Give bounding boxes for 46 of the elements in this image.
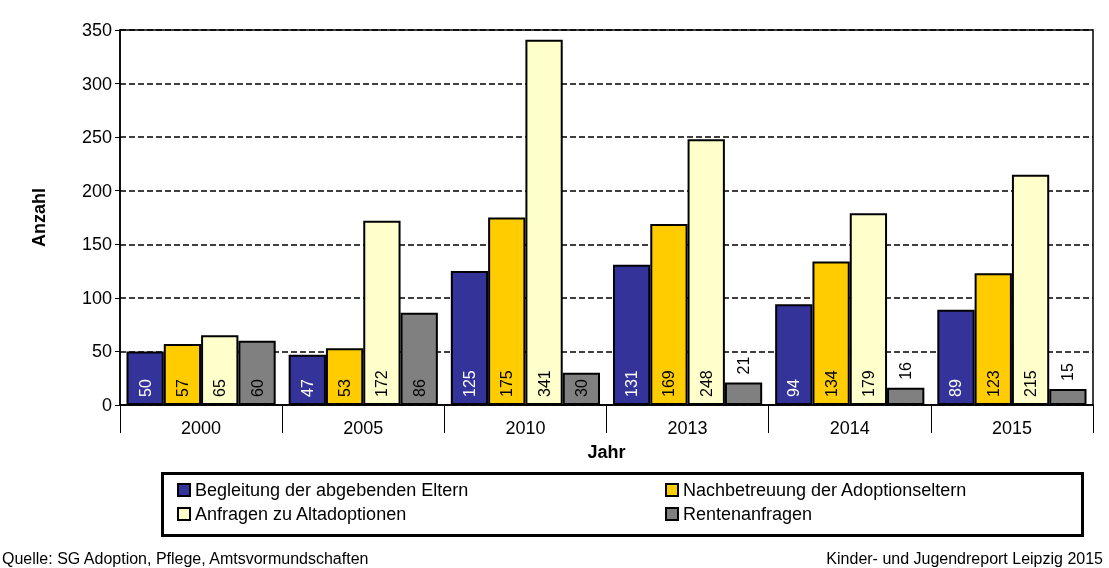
- data-label: 30: [572, 379, 590, 397]
- data-label: 172: [373, 370, 391, 397]
- data-label: 47: [298, 379, 316, 397]
- data-label: 341: [535, 370, 553, 397]
- data-label: 50: [136, 379, 154, 397]
- y-tick-label: 350: [81, 20, 112, 40]
- x-tick-label: 2005: [343, 418, 384, 438]
- data-label: 125: [460, 370, 478, 397]
- x-tick-label: 2015: [991, 418, 1032, 438]
- data-label: 131: [623, 370, 641, 397]
- source-note: Quelle: SG Adoption, Pflege, Amtsvormundschaften: [2, 549, 369, 567]
- x-tick-label: 2010: [505, 418, 546, 438]
- x-tick-label: 2000: [181, 418, 222, 438]
- legend-label: Rentenanfragen: [683, 504, 813, 524]
- data-label: 179: [859, 370, 877, 397]
- y-tick-label: 150: [81, 234, 112, 255]
- data-label: 21: [735, 356, 753, 375]
- legend-label: Begleitung der abgebenden Eltern: [195, 480, 469, 500]
- data-label: 123: [984, 370, 1002, 397]
- y-tick-label: 50: [91, 341, 112, 362]
- data-label: 53: [336, 379, 354, 397]
- y-tick-label: 100: [81, 287, 112, 308]
- x-tick-label: 2014: [829, 418, 870, 438]
- data-label: 60: [248, 379, 266, 397]
- y-tick-label: 0: [101, 395, 112, 415]
- data-label: 215: [1022, 370, 1040, 397]
- data-label: 94: [785, 379, 803, 397]
- legend-label: Anfragen zu Altadoptionen: [195, 504, 407, 524]
- data-label: 65: [211, 379, 229, 397]
- y-tick-label: 250: [81, 127, 112, 148]
- y-tick-label: 300: [81, 73, 112, 94]
- x-axis-title: Jahr: [587, 442, 626, 462]
- y-axis-title: Anzahl: [29, 187, 49, 248]
- y-tick-label: 200: [81, 180, 112, 201]
- data-label: 134: [822, 370, 840, 397]
- text: Kinder- und Jugendreport Leipzig 2015: [826, 549, 1104, 567]
- data-label: 86: [410, 379, 428, 397]
- data-label: 15: [1059, 363, 1077, 381]
- data-label: 89: [947, 379, 965, 397]
- data-label: 248: [697, 370, 715, 397]
- data-label: 16: [897, 361, 915, 380]
- data-label: 169: [660, 370, 678, 397]
- x-tick-label: 2013: [667, 418, 708, 438]
- legend-label: Nachbetreuung der Adoptionseltern: [683, 480, 967, 500]
- data-label: 175: [498, 370, 516, 397]
- data-label: 57: [173, 379, 191, 397]
